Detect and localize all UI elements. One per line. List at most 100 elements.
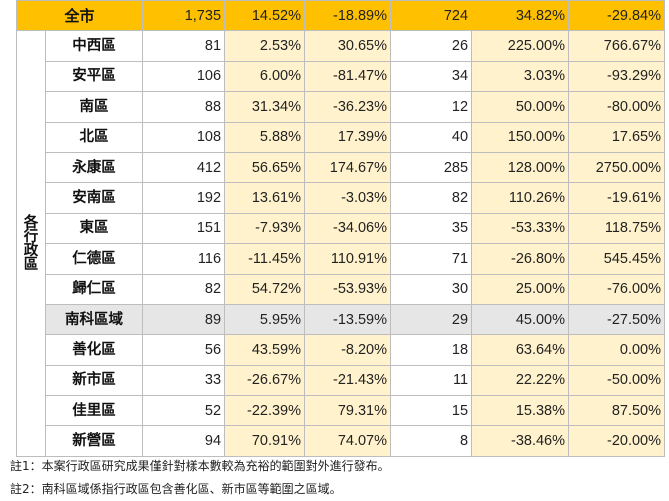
- table-cell: -27.50%: [568, 303, 666, 336]
- table-cell: -53.33%: [471, 212, 570, 245]
- table-cell: 6.00%: [224, 60, 306, 93]
- table-cell: 17.65%: [568, 121, 666, 153]
- footnote-1: 註1：本案行政區研究成果僅針對樣本數較為充裕的範圍對外進行發布。: [10, 459, 390, 473]
- table-cell: 82: [390, 182, 473, 214]
- district-name: 新市區: [44, 364, 144, 397]
- district-name: 善化區: [44, 334, 144, 366]
- table-cell: 71: [390, 243, 473, 275]
- table-cell: 225.00%: [471, 30, 570, 62]
- table-cell: 82: [142, 273, 226, 305]
- table-cell: 15.38%: [471, 395, 570, 427]
- group-label: 各行政區: [16, 30, 46, 457]
- table-cell: -7.93%: [224, 212, 306, 245]
- table-cell: -22.39%: [224, 395, 306, 427]
- table-cell: 31.34%: [224, 91, 306, 123]
- district-name: 中西區: [44, 30, 144, 62]
- table-cell: 56: [142, 334, 226, 366]
- table-cell: 412: [142, 151, 226, 184]
- table-cell: 30.65%: [304, 30, 392, 62]
- table-cell: -81.47%: [304, 60, 392, 93]
- group-label-char: 各: [23, 214, 39, 231]
- table-cell: 8: [390, 425, 473, 457]
- table-cell: -76.00%: [568, 273, 666, 305]
- table-cell: -3.03%: [304, 182, 392, 214]
- table-cell: 54.72%: [224, 273, 306, 305]
- table-row: 善化區 56 43.59% -8.20% 18 63.64% 0.00%: [17, 334, 666, 366]
- total-cell: 1,735: [142, 0, 226, 32]
- footnotes: 註1：本案行政區研究成果僅針對樣本數較為充裕的範圍對外進行發布。 註2：南科區域…: [10, 455, 665, 501]
- table-cell: 88: [142, 91, 226, 123]
- table-cell: 766.67%: [568, 30, 666, 62]
- table-row: 新營區 94 70.91% 74.07% 8 -38.46% -20.00%: [17, 425, 666, 457]
- total-name: 全市: [15, 0, 144, 32]
- total-cell: -18.89%: [304, 0, 392, 32]
- table-cell: 25.00%: [471, 273, 570, 305]
- table-cell: -8.20%: [304, 334, 392, 366]
- table-cell: -34.06%: [304, 212, 392, 245]
- table-cell: 17.39%: [304, 121, 392, 153]
- table-cell: 11: [390, 364, 473, 397]
- table-row: 南科區域 89 5.95% -13.59% 29 45.00% -27.50%: [17, 303, 666, 336]
- table-row: 安平區 106 6.00% -81.47% 34 3.03% -93.29%: [17, 60, 666, 93]
- table-cell: 22.22%: [471, 364, 570, 397]
- table-cell: 35: [390, 212, 473, 245]
- group-label-char: 區: [23, 256, 39, 273]
- total-row: 全市 1,735 14.52% -18.89% 724 34.82% -29.8…: [15, 0, 666, 32]
- table-cell: 2750.00%: [568, 151, 666, 184]
- table-cell: 56.65%: [224, 151, 306, 184]
- table-row: 新市區 33 -26.67% -21.43% 11 22.22% -50.00%: [17, 364, 666, 397]
- table-cell: 33: [142, 364, 226, 397]
- table-cell: 52: [142, 395, 226, 427]
- table-cell: 29: [390, 303, 473, 336]
- group-label-char: 行: [23, 228, 39, 245]
- district-name: 歸仁區: [44, 273, 144, 305]
- table-cell: 3.03%: [471, 60, 570, 93]
- table-cell: -13.59%: [304, 303, 392, 336]
- table-cell: 285: [390, 151, 473, 184]
- district-name: 佳里區: [44, 395, 144, 427]
- table-cell: 26: [390, 30, 473, 62]
- table-row: 歸仁區 82 54.72% -53.93% 30 25.00% -76.00%: [17, 273, 666, 305]
- table-body: 全市 1,735 14.52% -18.89% 724 34.82% -29.8…: [15, 0, 666, 457]
- total-cell: 724: [390, 0, 473, 32]
- table-cell: 87.50%: [568, 395, 666, 427]
- table-cell: -26.67%: [224, 364, 306, 397]
- table-cell: -20.00%: [568, 425, 666, 457]
- table-cell: 30: [390, 273, 473, 305]
- district-name: 新營區: [44, 425, 144, 457]
- total-cell: -29.84%: [568, 0, 666, 32]
- table-cell: 150.00%: [471, 121, 570, 153]
- table-cell: 74.07%: [304, 425, 392, 457]
- table-row: 北區 108 5.88% 17.39% 40 150.00% 17.65%: [17, 121, 666, 153]
- table-row: 南區 88 31.34% -36.23% 12 50.00% -80.00%: [17, 91, 666, 123]
- district-name: 南科區域: [44, 303, 144, 336]
- table-cell: 174.67%: [304, 151, 392, 184]
- table-cell: -53.93%: [304, 273, 392, 305]
- total-cell: 34.82%: [471, 0, 570, 32]
- table-cell: 0.00%: [568, 334, 666, 366]
- table-cell: 110.26%: [471, 182, 570, 214]
- table-cell: -26.80%: [471, 243, 570, 275]
- table-cell: 18: [390, 334, 473, 366]
- table-row: 東區 151 -7.93% -34.06% 35 -53.33% 118.75%: [17, 212, 666, 245]
- table-cell: 5.95%: [224, 303, 306, 336]
- table-cell: 40: [390, 121, 473, 153]
- table-cell: -80.00%: [568, 91, 666, 123]
- table-cell: 108: [142, 121, 226, 153]
- table-cell: -19.61%: [568, 182, 666, 214]
- table-cell: 15: [390, 395, 473, 427]
- table-cell: -38.46%: [471, 425, 570, 457]
- district-name: 東區: [44, 212, 144, 245]
- table-cell: 63.64%: [471, 334, 570, 366]
- table-cell: 106: [142, 60, 226, 93]
- table-cell: 43.59%: [224, 334, 306, 366]
- table-cell: 70.91%: [224, 425, 306, 457]
- table-row: 各行政區中西區 81 2.53% 30.65% 26 225.00% 766.67%: [16, 30, 666, 457]
- table-cell: 128.00%: [471, 151, 570, 184]
- table-row: 佳里區 52 -22.39% 79.31% 15 15.38% 87.50%: [17, 395, 666, 427]
- table-cell: 45.00%: [471, 303, 570, 336]
- district-name: 安平區: [44, 60, 144, 93]
- table-cell: -11.45%: [224, 243, 306, 275]
- table-cell: 118.75%: [568, 212, 666, 245]
